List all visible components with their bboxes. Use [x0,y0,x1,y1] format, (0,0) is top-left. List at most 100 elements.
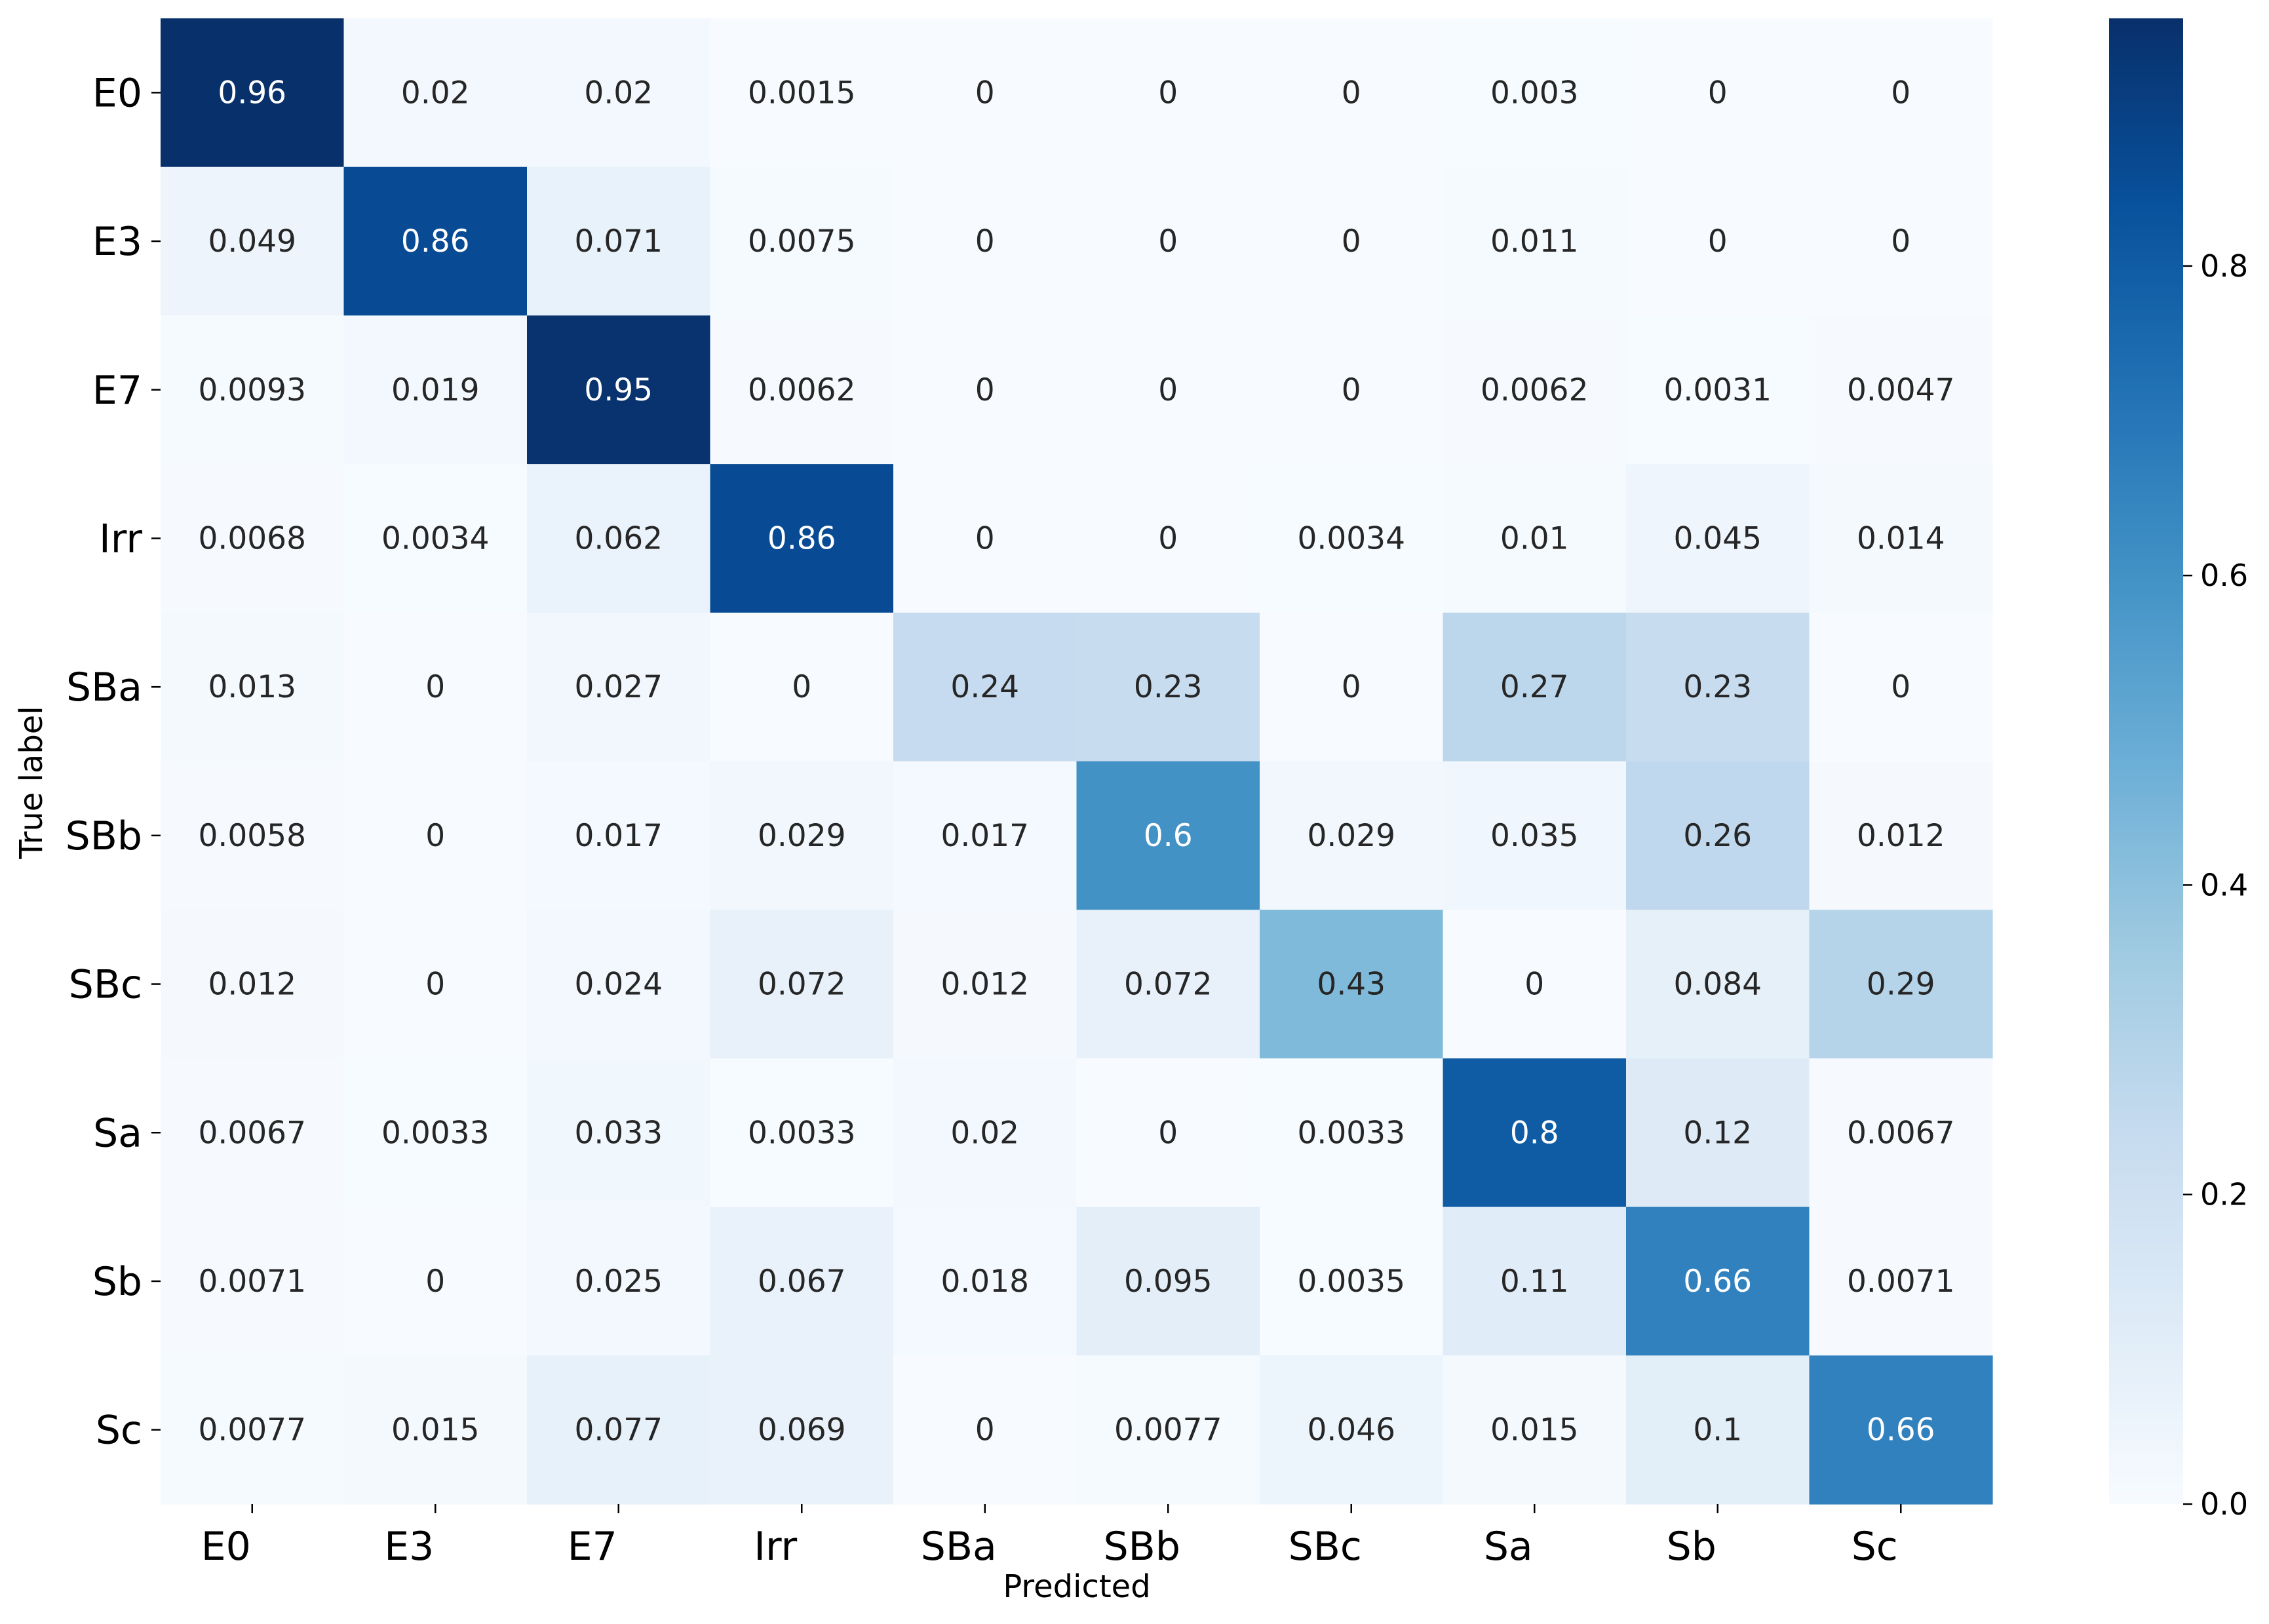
cell-value-label: 0.017 [574,818,663,854]
heatmap-cell [710,1058,894,1208]
cell-value-label: 0.0071 [1847,1264,1954,1300]
cell-value-label: 0.029 [1307,818,1395,854]
cell-value-label: 0.0058 [199,818,306,854]
cell-value-label: 0 [425,818,445,854]
cell-value-label: 0 [975,1412,995,1448]
x-tick-label: SBa [921,1524,997,1570]
cell-value-label: 0.029 [758,818,846,854]
cell-value-label: 0.0033 [748,1115,855,1151]
cell-value-label: 0.95 [584,372,653,408]
heatmap-cell [710,166,894,316]
heatmap-cell [710,464,894,613]
colorbar-tick-label: 0.0 [2200,1486,2248,1522]
y-tick-label: E3 [92,219,142,265]
heatmap-cell [1443,18,1627,168]
cell-value-label: 0.015 [1490,1412,1579,1448]
heatmap-cell [710,612,894,762]
heatmap-cell [1809,612,1993,762]
cell-value-label: 0 [975,372,995,408]
cell-value-label: 0.0077 [1114,1412,1222,1448]
heatmap-cell [1626,464,1810,613]
heatmap-cell [527,464,711,613]
heatmap-cell [161,761,345,910]
cell-value-label: 0.012 [208,967,296,1003]
heatmap-cell [1260,315,1444,465]
heatmap-cell [1443,464,1627,613]
heatmap-cell [1626,1355,1810,1505]
cell-value-label: 0.012 [1857,818,1945,854]
cell-value-label: 0 [1158,75,1178,111]
cell-value-label: 0.0034 [1298,520,1405,556]
heatmap-cell [1809,910,1993,1059]
heatmap-cell [161,18,345,168]
cell-value-label: 0.084 [1673,967,1762,1003]
colorbar-tick-label: 0.2 [2200,1177,2248,1212]
heatmap-cell [1260,1355,1444,1505]
heatmap-cell [343,1058,528,1208]
cell-value-label: 0 [975,223,995,260]
heatmap-cell [1443,1058,1627,1208]
heatmap-cell [527,761,711,910]
heatmap-cell [893,761,1077,910]
heatmap-cell [1076,18,1260,168]
cell-value-label: 0.0067 [199,1115,306,1151]
heatmap-cell [343,464,528,613]
heatmap-cell [710,1207,894,1356]
cell-value-label: 0.025 [574,1264,663,1300]
heatmap-cell [710,761,894,910]
heatmap-cell [1626,1207,1810,1356]
cell-value-label: 0.29 [1867,967,1935,1003]
heatmap-cell [1809,1207,1993,1356]
cell-value-label: 0.0034 [381,520,489,556]
cell-value-label: 0 [1524,967,1544,1003]
heatmap-cell [343,1355,528,1505]
heatmap-cell [343,166,528,316]
heatmap-cell [1626,612,1810,762]
colorbar-tick-label: 0.6 [2200,558,2248,593]
cell-value-label: 0.046 [1307,1412,1395,1448]
cell-value-label: 0.0015 [748,75,855,111]
x-tick-label: Sa [1484,1524,1533,1570]
heatmap-cell [1443,612,1627,762]
cell-value-label: 0.86 [767,520,836,556]
heatmap-cell [1076,1355,1260,1505]
cell-value-label: 0.035 [1490,818,1579,854]
cell-value-label: 0.66 [1867,1412,1935,1448]
heatmap-cell [527,612,711,762]
heatmap-cell [343,18,528,168]
cell-value-label: 0.003 [1490,75,1579,111]
heatmap-cell [1809,1355,1993,1505]
x-tick-label: E3 [384,1524,434,1570]
cell-value-label: 0 [1158,520,1178,556]
heatmap-cell [1260,464,1444,613]
heatmap-cell [1076,761,1260,910]
y-tick-label: Sa [93,1110,142,1156]
heatmap-cell [1626,166,1810,316]
cell-value-label: 0.011 [1490,223,1579,260]
heatmap-cell [343,910,528,1059]
cell-value-label: 0.27 [1500,669,1569,705]
cell-value-label: 0.02 [584,75,653,111]
heatmap-cell [893,464,1077,613]
cell-value-label: 0.0031 [1664,372,1772,408]
heatmap-cell [1809,761,1993,910]
cell-value-label: 0 [1342,75,1361,111]
cell-value-label: 0 [1342,223,1361,260]
cell-value-label: 0.0093 [199,372,306,408]
cell-value-label: 0.067 [758,1264,846,1300]
cell-value-label: 0.012 [941,967,1029,1003]
y-tick-label: SBc [69,962,142,1008]
cell-value-label: 0.0035 [1298,1264,1405,1300]
heatmap-cell [1809,464,1993,613]
cell-value-label: 0 [1708,223,1728,260]
heatmap-cell [527,910,711,1059]
cell-value-label: 0.1 [1693,1412,1742,1448]
heatmap-cell [1443,910,1627,1059]
cell-value-label: 0 [1891,75,1910,111]
heatmap-cell [1076,464,1260,613]
cell-value-label: 0 [425,967,445,1003]
heatmap-cell [1260,612,1444,762]
cell-value-label: 0.017 [941,818,1029,854]
y-tick-label: Sb [92,1259,142,1305]
heatmap-cell [527,166,711,316]
